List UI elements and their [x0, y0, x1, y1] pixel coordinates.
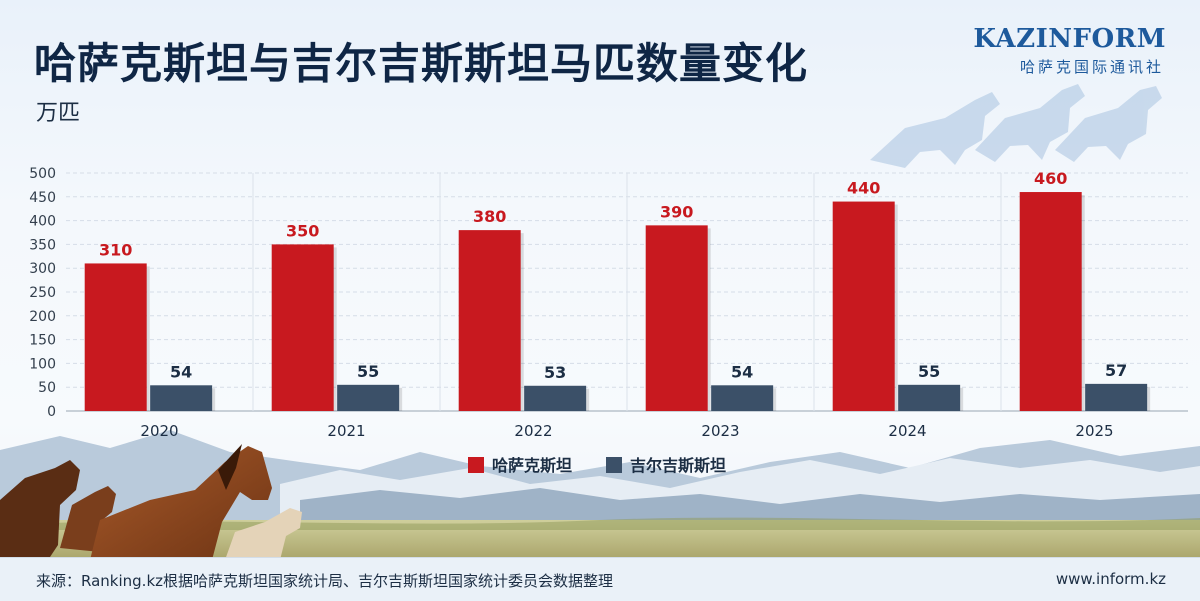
y-tick-label: 50: [38, 380, 56, 396]
mountains-illustration: [0, 430, 1200, 530]
y-tick-label: 300: [29, 261, 56, 277]
value-label-kazakhstan: 440: [847, 179, 880, 198]
kazinform-logo: KAZINFORM: [973, 24, 1166, 54]
value-label-kyrgyzstan: 54: [170, 362, 192, 381]
y-tick-label: 150: [29, 333, 56, 349]
website-link[interactable]: www.inform.kz: [1055, 570, 1166, 588]
chart-title: 哈萨克斯坦与吉尔吉斯斯坦马匹数量变化: [34, 39, 809, 88]
bar-kazakhstan: [458, 230, 521, 411]
bar-kyrgyzstan: [898, 384, 961, 411]
x-tick-label: 2020: [140, 422, 178, 440]
y-tick-label: 0: [47, 404, 56, 420]
x-tick-label: 2025: [1075, 422, 1113, 440]
bar-kazakhstan: [832, 201, 895, 411]
y-tick-label: 100: [29, 356, 56, 372]
y-tick-label: 450: [29, 190, 56, 206]
bar-kyrgyzstan: [337, 384, 400, 411]
legend-swatch: [468, 457, 484, 473]
y-tick-label: 200: [29, 309, 56, 325]
unit-label: 万匹: [36, 101, 81, 126]
value-label-kyrgyzstan: 53: [544, 363, 566, 382]
value-label-kazakhstan: 350: [286, 221, 319, 240]
value-label-kyrgyzstan: 57: [1105, 361, 1127, 380]
legend-label: 哈萨克斯坦: [492, 456, 572, 475]
bar-kazakhstan: [1019, 192, 1082, 411]
x-tick-label: 2023: [701, 422, 739, 440]
source-text: 来源：Ranking.kz根据哈萨克斯坦国家统计局、吉尔吉斯斯坦国家统计委员会数…: [36, 572, 614, 590]
bar-kyrgyzstan: [1085, 383, 1148, 411]
value-label-kazakhstan: 380: [473, 207, 506, 226]
bar-kazakhstan: [645, 225, 708, 411]
x-tick-label: 2021: [327, 422, 365, 440]
bar-kyrgyzstan: [711, 385, 774, 411]
horses-illustration: [0, 444, 302, 560]
y-tick-label: 350: [29, 237, 56, 253]
bar-kyrgyzstan: [150, 385, 213, 411]
bar-kyrgyzstan: [524, 385, 587, 411]
x-tick-label: 2024: [888, 422, 926, 440]
value-label-kazakhstan: 390: [660, 202, 693, 221]
value-label-kyrgyzstan: 54: [731, 362, 753, 381]
bar-kazakhstan: [84, 263, 147, 411]
bar-kazakhstan: [271, 244, 334, 411]
value-label-kazakhstan: 310: [99, 240, 132, 259]
y-tick-label: 400: [29, 214, 56, 230]
legend-swatch: [606, 457, 622, 473]
value-label-kazakhstan: 460: [1034, 169, 1067, 188]
y-tick-label: 250: [29, 285, 56, 301]
kazinform-logo-subtitle: 哈萨克国际通讯社: [1019, 58, 1164, 76]
footer-bar: 来源：Ranking.kz根据哈萨克斯坦国家统计局、吉尔吉斯斯坦国家统计委员会数…: [0, 557, 1200, 601]
legend-label: 吉尔吉斯斯坦: [630, 456, 726, 475]
value-label-kyrgyzstan: 55: [918, 362, 940, 381]
y-tick-label: 500: [29, 166, 56, 182]
value-label-kyrgyzstan: 55: [357, 362, 379, 381]
sky-horses-illustration: [870, 84, 1162, 168]
x-tick-label: 2022: [514, 422, 552, 440]
